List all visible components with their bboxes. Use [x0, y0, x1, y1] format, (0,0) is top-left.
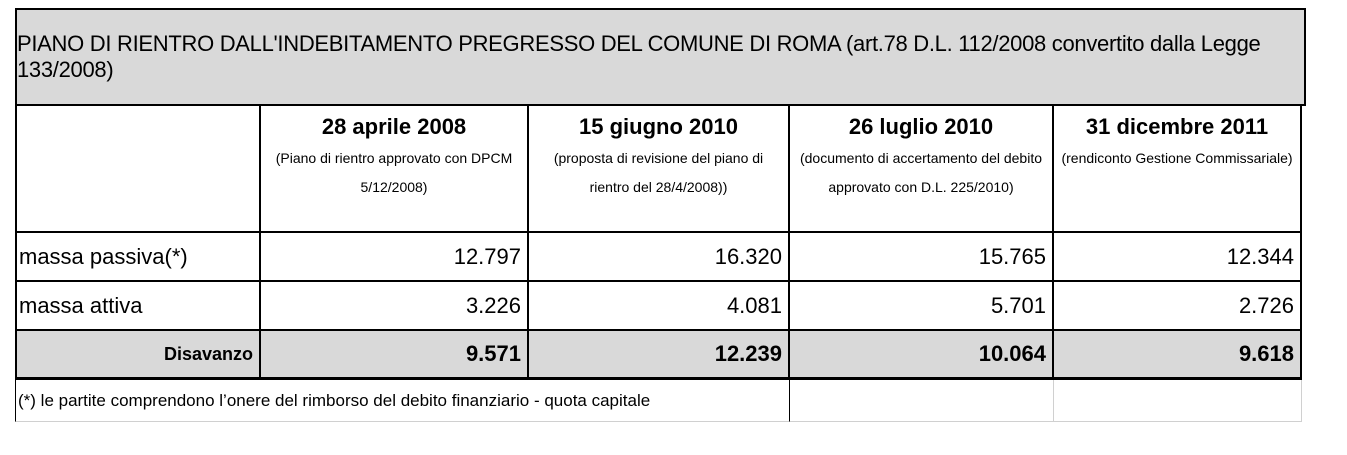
column-date: 31 dicembre 2011 — [1085, 114, 1269, 139]
column-header: 15 giugno 2010 (proposta di revisione de… — [529, 106, 790, 233]
header-empty-cell — [15, 106, 261, 233]
column-note: (Piano di rientro approvato con DPCM 5/1… — [275, 150, 513, 195]
table-cell: 15.765 — [790, 233, 1054, 282]
table-cell: 12.797 — [261, 233, 529, 282]
table-cell: 3.226 — [261, 282, 529, 331]
table-row-disavanzo: Disavanzo 9.571 12.239 10.064 9.618 — [15, 331, 1306, 380]
total-cell: 12.239 — [529, 331, 790, 380]
table-row-massa-attiva: massa attiva 3.226 4.081 5.701 2.726 — [15, 282, 1306, 331]
header-row: 28 aprile 2008 (Piano di rientro approva… — [15, 106, 1306, 233]
footnote-row: (*) le partite comprendono l’onere del r… — [15, 380, 1306, 422]
column-header: 31 dicembre 2011 (rendiconto Gestione Co… — [1054, 106, 1302, 233]
table-title-text: PIANO DI RIENTRO DALL'INDEBITAMENTO PREG… — [17, 31, 1261, 82]
row-label: massa passiva(*) — [15, 233, 261, 282]
table-cell: 2.726 — [1054, 282, 1302, 331]
total-cell: 9.618 — [1054, 331, 1302, 380]
column-date: 28 aprile 2008 — [321, 114, 467, 139]
table-cell: 16.320 — [529, 233, 790, 282]
column-note: (proposta di revisione del piano di rien… — [553, 150, 764, 195]
column-date: 26 luglio 2010 — [848, 114, 994, 139]
column-note: (rendiconto Gestione Commissariale) — [1061, 150, 1293, 166]
column-header: 26 luglio 2010 (documento di accertament… — [790, 106, 1054, 233]
empty-cell — [1054, 380, 1302, 422]
total-label: Disavanzo — [15, 331, 261, 380]
total-cell: 10.064 — [790, 331, 1054, 380]
debt-table: PIANO DI RIENTRO DALL'INDEBITAMENTO PREG… — [15, 8, 1306, 422]
footnote: (*) le partite comprendono l’onere del r… — [15, 380, 790, 422]
total-cell: 9.571 — [261, 331, 529, 380]
column-header: 28 aprile 2008 (Piano di rientro approva… — [261, 106, 529, 233]
table-cell: 12.344 — [1054, 233, 1302, 282]
column-date: 15 giugno 2010 — [579, 114, 738, 139]
table-cell: 4.081 — [529, 282, 790, 331]
row-label: massa attiva — [15, 282, 261, 331]
table-title: PIANO DI RIENTRO DALL'INDEBITAMENTO PREG… — [15, 8, 1306, 106]
table-row-massa-passiva: massa passiva(*) 12.797 16.320 15.765 12… — [15, 233, 1306, 282]
empty-cell — [790, 380, 1054, 422]
column-note: (documento di accertamento del debito ap… — [799, 150, 1043, 195]
table-cell: 5.701 — [790, 282, 1054, 331]
